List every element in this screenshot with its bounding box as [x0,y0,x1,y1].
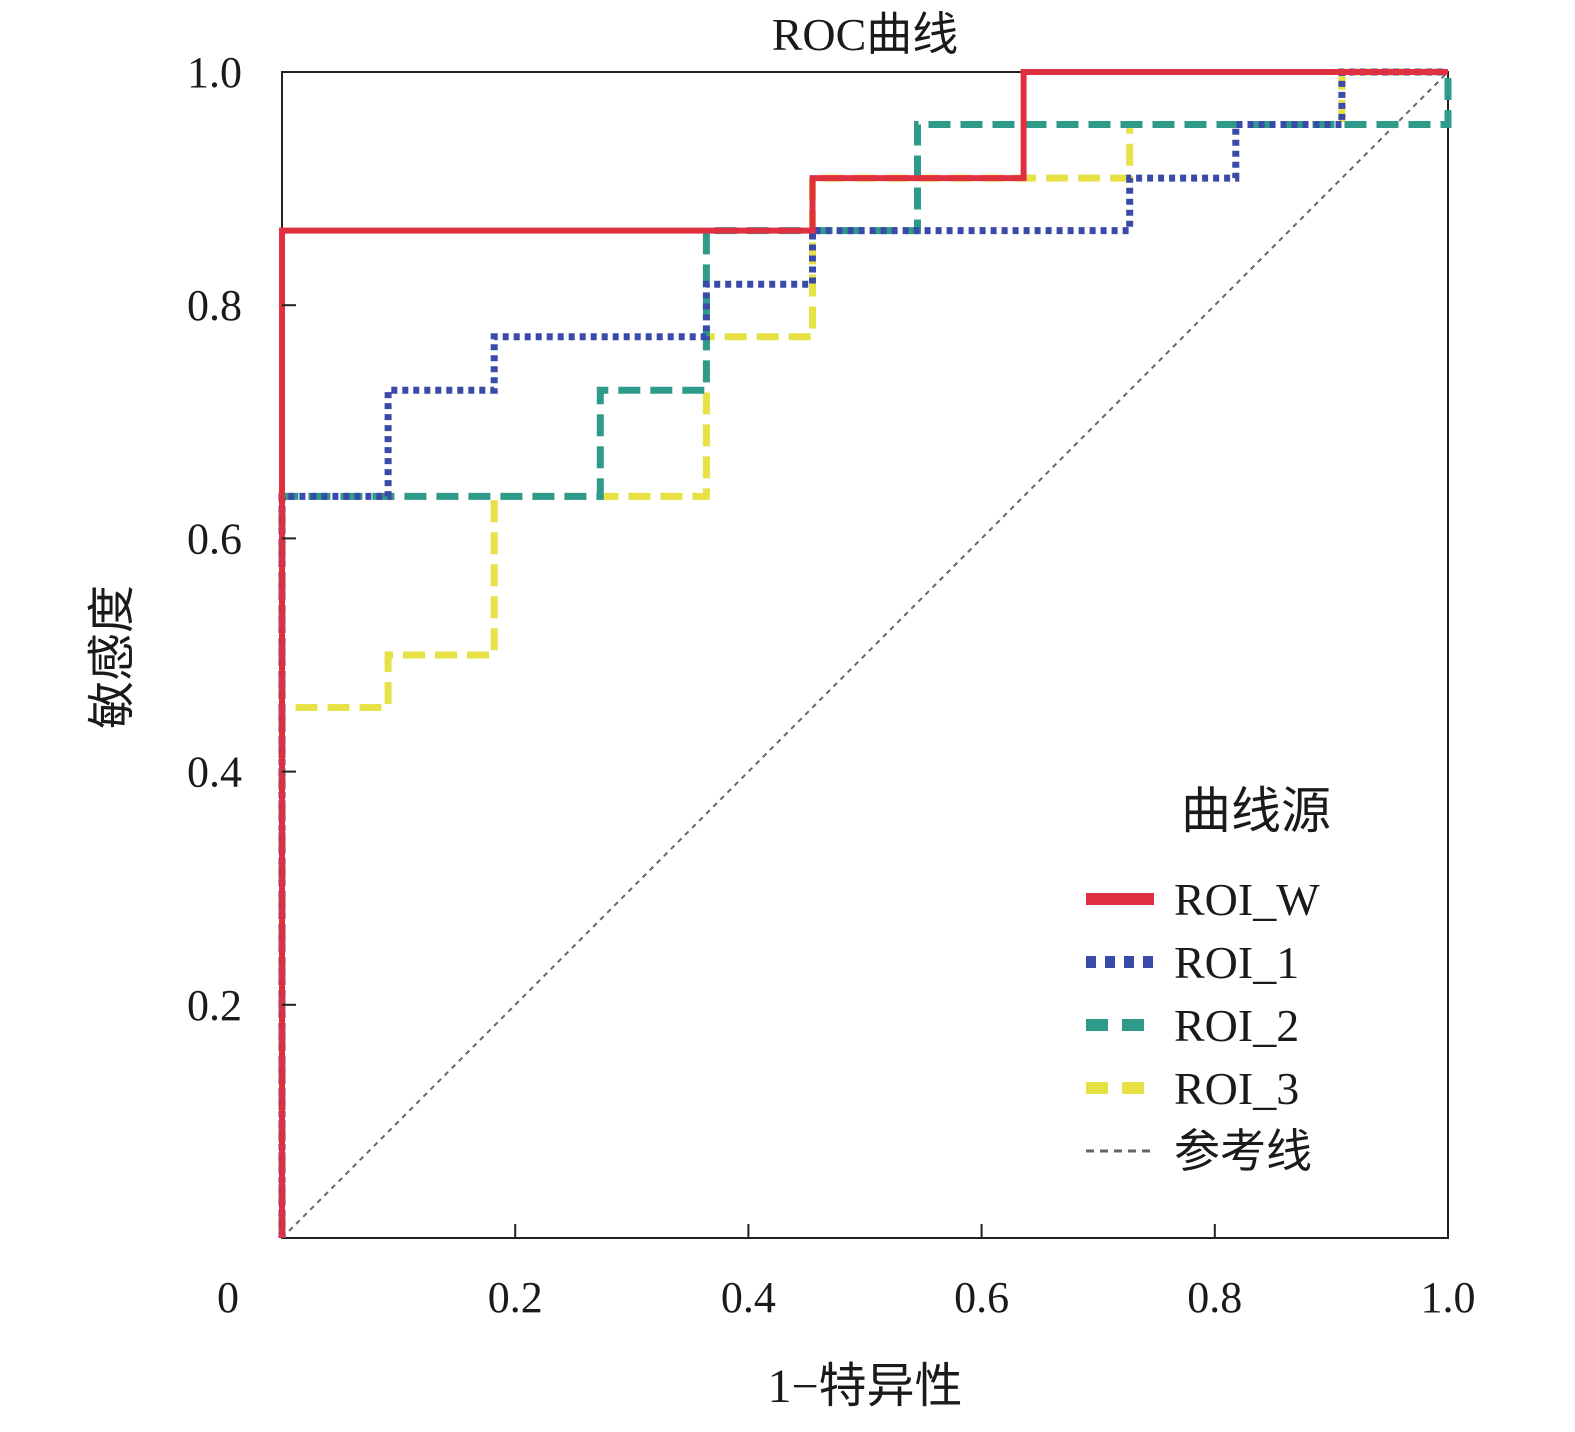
y-tick-label: 0.6 [187,514,242,563]
axes: 0 0.2 0.4 0.6 0.8 1.0 0.2 0.4 0.6 0.8 1.0 [187,48,1476,1322]
y-tick-label: 0.2 [187,981,242,1030]
x-tick-label: 0.4 [721,1273,776,1322]
legend-label-ROI_3: ROI_3 [1174,1063,1299,1114]
legend-label-参考线: 参考线 [1174,1126,1312,1177]
legend-label-ROI_W: ROI_W [1174,874,1320,925]
x-tick-label: 0 [217,1273,239,1322]
y-tick-label: 0.8 [187,281,242,330]
chart-title: ROC曲线 [772,9,959,60]
y-axis-label: 敏感度 [86,585,139,729]
x-tick-label: 0.6 [954,1273,1009,1322]
series-line-ROI_W [279,69,1448,1238]
series-layer [278,68,1452,1239]
legend-title: 曲线源 [1181,783,1331,839]
legend-label-ROI_1: ROI_1 [1174,937,1299,988]
x-axis-label: 1−特异性 [767,1360,962,1413]
legend-label-ROI_2: ROI_2 [1174,1000,1299,1051]
y-tick-label: 0.4 [187,748,242,797]
y-tick-label: 1.0 [187,48,242,97]
x-tick-label: 0.2 [488,1273,543,1322]
x-tick-label: 1.0 [1421,1273,1476,1322]
x-tick-label: 0.8 [1187,1273,1242,1322]
series-line-ROI_2 [278,72,1452,1238]
legend: 曲线源 ROI_W ROI_1 ROI_2 ROI_3 参考线 [1086,783,1331,1177]
series-line-ROI_1 [278,68,1448,1238]
series-line-参考线 [281,71,1449,1239]
